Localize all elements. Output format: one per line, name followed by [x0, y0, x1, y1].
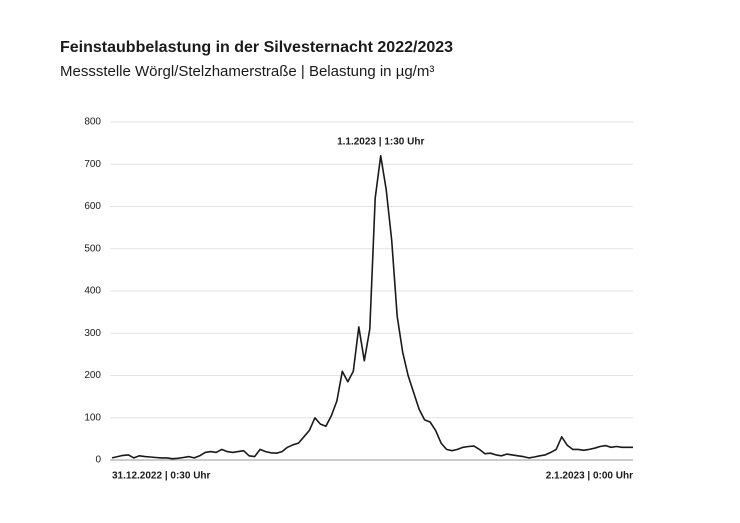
data-line	[111, 155, 633, 460]
x-tick-label: 31.12.2022 | 0:30 Uhr	[112, 471, 211, 482]
y-tick-label: 100	[84, 412, 101, 423]
x-tick-label: 2.1.2023 | 0:00 Uhr	[546, 471, 633, 482]
y-tick-label: 200	[84, 370, 101, 381]
chart-title: Feinstaubbelastung in der Silvesternacht…	[60, 39, 453, 56]
y-tick-label: 600	[84, 201, 101, 212]
y-tick-label: 500	[84, 243, 101, 254]
y-tick-label: 300	[84, 328, 101, 339]
y-tick-label: 0	[95, 455, 101, 466]
y-tick-label: 400	[84, 286, 101, 297]
y-tick-label: 700	[84, 159, 101, 170]
annotation: 1.1.2023 | 1:30 Uhr	[337, 136, 424, 147]
y-tick-label: 800	[84, 117, 101, 128]
chart-subtitle: Messstelle Wörgl/Stelzhamerstraße | Bela…	[60, 63, 434, 80]
